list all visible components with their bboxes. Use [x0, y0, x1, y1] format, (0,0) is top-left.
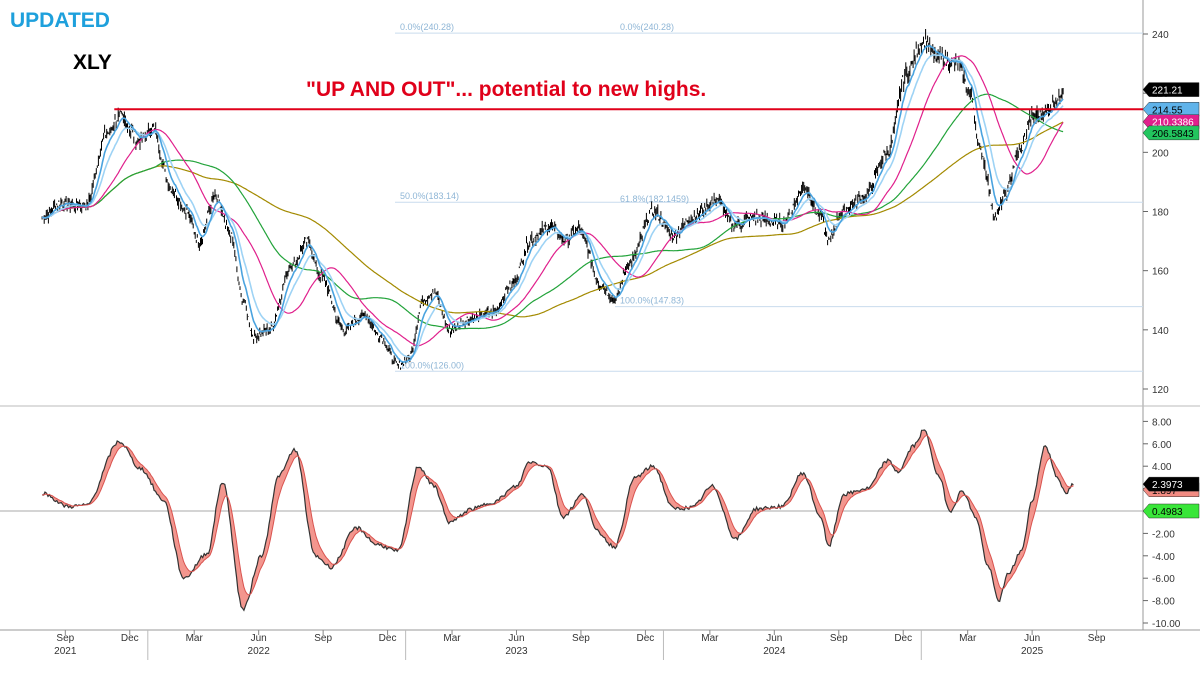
price-last-tag-box [1142, 82, 1200, 97]
osc-tick-label: 6.00 [1152, 440, 1172, 451]
price-tick-label: 120 [1152, 385, 1169, 396]
x-year-label: 2023 [505, 646, 528, 657]
x-month-label: Jun [766, 633, 782, 644]
ticker-label: XLY [73, 51, 112, 74]
x-year-label: 2021 [54, 646, 77, 657]
ma-green-last-tag-text: 206.5843 [1152, 129, 1194, 140]
price-tick-label: 160 [1152, 267, 1169, 278]
x-month-label: Dec [379, 633, 397, 644]
x-year-label: 2024 [763, 646, 786, 657]
x-month-label: Sep [830, 633, 848, 644]
resistance-last-tag-text: 214.55 [1152, 105, 1183, 116]
resistance-last-tag-box [1142, 102, 1200, 117]
fib-level-label: 100.0%(126.00) [400, 360, 464, 370]
x-month-label: Mar [959, 633, 977, 644]
ma-200-line [41, 121, 1064, 318]
x-month-label: Mar [443, 633, 461, 644]
status-label: UPDATED [10, 9, 110, 32]
x-year-label: 2025 [1021, 646, 1044, 657]
ma-pink-last-tag-text: 210.3386 [1152, 118, 1194, 129]
x-month-label: Mar [701, 633, 719, 644]
osc-zero-tag-box [1142, 503, 1200, 519]
x-month-label: Sep [572, 633, 590, 644]
osc-last-tag-box [1142, 476, 1200, 492]
fib-level-label: 0.0%(240.28) [400, 22, 454, 32]
x-month-label: Dec [894, 633, 912, 644]
osc-line [42, 429, 1074, 612]
osc-fill-area [42, 430, 1074, 611]
ema-fast-line [42, 44, 1064, 364]
price-last-tag: 221.21 [1142, 82, 1200, 97]
osc-tick-label: 4.00 [1152, 462, 1172, 473]
price-tick-label: 240 [1152, 30, 1169, 41]
fib-level-label: 50.0%(183.14) [400, 191, 459, 201]
fib-level-label: 61.8%(182.1459) [620, 194, 689, 204]
annotation-text: "UP AND OUT"... potential to new highs. [306, 78, 707, 101]
x-month-label: Jun [508, 633, 524, 644]
osc-last-tag: 2.3973 [1142, 476, 1200, 492]
x-month-label: Sep [1088, 633, 1106, 644]
osc-tick-label: -6.00 [1152, 574, 1175, 585]
x-month-label: Dec [637, 633, 655, 644]
x-month-label: Dec [121, 633, 139, 644]
price-tick-label: 200 [1152, 148, 1169, 159]
osc-tick-label: -2.00 [1152, 529, 1175, 540]
x-month-label: Mar [186, 633, 204, 644]
fib-level-label: 0.0%(240.28) [620, 22, 674, 32]
osc-tick-label: -8.00 [1152, 597, 1175, 608]
osc-zero-tag-text: 0.4983 [1152, 507, 1183, 518]
osc-tick-label: 8.00 [1152, 417, 1172, 428]
ema-mid-line [42, 53, 1064, 358]
x-year-label: 2022 [248, 646, 271, 657]
x-month-label: Sep [314, 633, 332, 644]
osc-tick-label: -4.00 [1152, 552, 1175, 563]
price-last-tag-text: 221.21 [1152, 86, 1183, 97]
ma-pink-line [41, 55, 1064, 347]
x-month-label: Jun [1024, 633, 1040, 644]
osc-signal-line [42, 435, 1074, 596]
fib-level-label: 100.0%(147.83) [620, 296, 684, 306]
x-month-label: Jun [251, 633, 267, 644]
ma-green-last-tag: 206.5843 [1142, 125, 1200, 141]
osc-zero-tag: 0.4983 [1142, 503, 1200, 519]
resistance-last-tag: 214.55 [1142, 102, 1200, 117]
price-tick-label: 140 [1152, 326, 1169, 337]
ma-green-line [41, 93, 1064, 330]
ma-green-last-tag-box [1142, 125, 1200, 141]
osc-tick-label: -10.00 [1152, 619, 1181, 630]
osc-last-tag-text: 2.3973 [1152, 480, 1183, 491]
price-tick-label: 180 [1152, 208, 1169, 219]
x-month-label: Sep [56, 633, 74, 644]
